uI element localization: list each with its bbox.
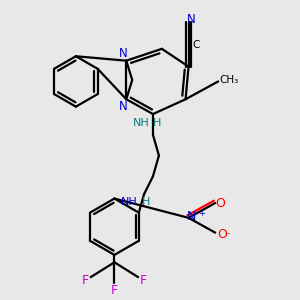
Text: N: N [119,47,128,60]
Text: ⁻: ⁻ [225,232,231,242]
Text: C: C [192,40,200,50]
Text: H: H [153,118,162,128]
Text: O: O [216,196,226,209]
Text: N: N [187,210,196,223]
Text: N: N [119,100,128,113]
Text: O: O [217,228,227,241]
Text: F: F [140,274,147,286]
Text: NH: NH [133,118,149,128]
Text: H: H [142,197,150,207]
Text: N: N [187,13,196,26]
Text: F: F [111,284,118,297]
Text: NH: NH [121,197,138,207]
Text: F: F [82,274,89,286]
Text: +: + [198,209,205,218]
Text: CH₃: CH₃ [219,75,238,85]
